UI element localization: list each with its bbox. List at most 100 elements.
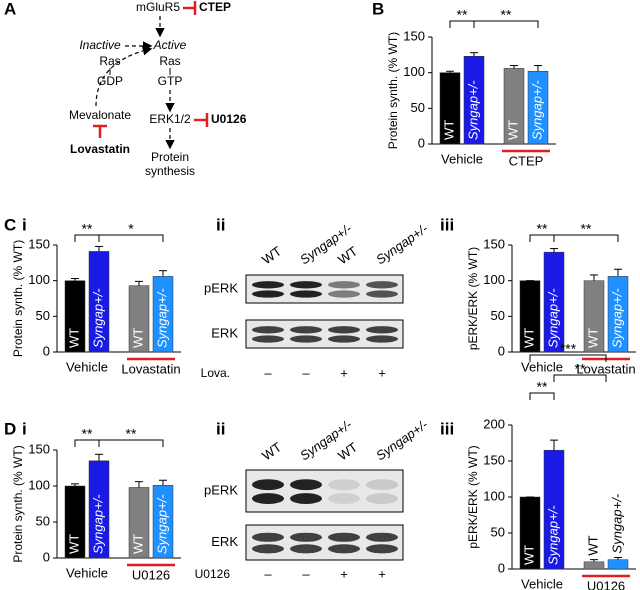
bar-label: WT <box>521 545 536 565</box>
blot-band <box>328 479 360 491</box>
blot-band <box>366 479 398 491</box>
drug: Lovastatin <box>70 142 130 156</box>
significance-label: ** <box>82 221 93 237</box>
error-bar <box>135 481 143 488</box>
lane-label: WT <box>259 439 284 463</box>
blot-band <box>290 532 322 542</box>
bar-label: Syngap+/- <box>154 494 169 554</box>
treatment-label: Lova. <box>201 366 230 380</box>
bar-label: WT <box>130 534 145 554</box>
panel-label: ii <box>216 419 225 438</box>
error-bar <box>550 248 558 253</box>
significance-label: ** <box>457 7 468 23</box>
significance-label: *** <box>560 341 577 357</box>
blot-band <box>252 532 284 542</box>
error-bar <box>550 439 558 451</box>
node: mGluR5 <box>136 0 180 14</box>
error-bar <box>614 268 622 277</box>
y-tick-label: 150 <box>483 452 505 467</box>
blot-band <box>252 479 284 491</box>
y-tick-label: 150 <box>483 236 505 251</box>
treatment-sign: + <box>378 566 386 581</box>
significance-bracket <box>98 439 164 447</box>
error-bar <box>534 65 542 72</box>
blot-row-label: pERK <box>204 280 238 295</box>
panel-label: C <box>4 215 16 234</box>
error-bar <box>159 479 167 486</box>
significance-bracket <box>473 20 539 28</box>
y-axis-label: Protein synth. (% WT) <box>11 240 25 357</box>
blot-band <box>328 544 360 554</box>
y-tick-label: 100 <box>483 272 505 287</box>
lane-label: Syngap+/- <box>373 416 431 463</box>
node: Active <box>153 38 187 52</box>
bar-label: WT <box>521 328 536 348</box>
significance-label: ** <box>581 221 592 237</box>
y-axis-label: Protein synth. (% WT) <box>386 32 400 149</box>
error-bar <box>590 274 598 281</box>
bar-label: Syngap+/- <box>465 80 480 140</box>
lane-label: Syngap+/- <box>373 220 431 267</box>
bar-label: WT <box>505 120 520 140</box>
blot-row-label: ERK <box>211 325 238 340</box>
blot-band <box>290 544 322 554</box>
panel-label: iii <box>440 419 454 438</box>
node: Inactive <box>79 38 121 52</box>
error-bar <box>71 278 79 281</box>
blot-band <box>252 335 284 343</box>
node: ERK1/2 <box>149 112 191 126</box>
significance-label: ** <box>82 426 93 442</box>
blot-band <box>366 335 398 343</box>
bar-label: WT <box>66 534 81 554</box>
blot-row-label: ERK <box>211 534 238 549</box>
treatment-sign: + <box>340 566 348 581</box>
node: Ras <box>159 54 180 68</box>
blot-band <box>290 326 322 334</box>
node: Ras <box>99 54 120 68</box>
blot-band <box>328 281 360 289</box>
significance-label: ** <box>537 379 548 395</box>
blot-frame <box>245 274 404 304</box>
panel-label: ii <box>216 215 225 234</box>
panel-label: D <box>4 419 16 438</box>
significance-bracket <box>98 234 164 242</box>
treatment-sign: – <box>302 566 310 581</box>
bar-label: WT <box>585 328 600 348</box>
blot-band <box>290 335 322 343</box>
blot-band <box>290 290 322 298</box>
node: Protein <box>151 150 189 164</box>
blot-frame <box>245 469 404 513</box>
y-tick-label: 0 <box>43 549 50 564</box>
group-label: Vehicle <box>521 359 563 374</box>
error-bar <box>95 245 103 252</box>
group-label: U0126 <box>587 578 625 590</box>
drug: U0126 <box>211 112 247 126</box>
y-tick-label: 0 <box>498 343 505 358</box>
blot-band <box>290 493 322 505</box>
group-label: Lovastatin <box>121 361 180 376</box>
group-label: Vehicle <box>521 576 563 590</box>
significance-bracket <box>529 392 555 400</box>
blot-band <box>328 335 360 343</box>
blot-band <box>328 290 360 298</box>
blot-band <box>252 493 284 505</box>
y-tick-label: 150 <box>403 28 425 43</box>
blot-band <box>290 479 322 491</box>
blot-band <box>366 544 398 554</box>
bar-label: WT <box>441 120 456 140</box>
error-bar <box>95 453 103 461</box>
significance-label: ** <box>575 361 586 377</box>
group-label: CTEP <box>509 153 544 168</box>
error-bar <box>135 280 143 286</box>
panel-letters: A B C i ii iii D i ii iii <box>4 0 454 438</box>
bar <box>583 561 605 570</box>
blot-band <box>252 326 284 334</box>
y-tick-label: 50 <box>36 308 50 323</box>
bar-label: WT <box>66 328 81 348</box>
panel-label: i <box>22 215 27 234</box>
node: Mevalonate <box>69 108 131 122</box>
error-bar <box>590 559 598 562</box>
bar-label: Syngap+/- <box>90 288 105 348</box>
blot-band <box>366 493 398 505</box>
drug: CTEP <box>199 0 231 14</box>
